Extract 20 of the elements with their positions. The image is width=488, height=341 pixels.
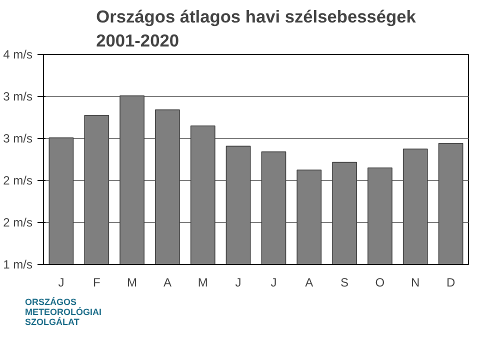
y-tick-label: 4 m/s: [3, 48, 33, 62]
chart-title: Országos átlagos havi szélsebességek 2001-2020: [96, 6, 416, 50]
x-tick-label: D: [446, 276, 456, 290]
x-tick-label: O: [375, 276, 385, 290]
x-tick-label: J: [58, 276, 64, 290]
x-tick-label: M: [198, 276, 208, 290]
x-tick-label: M: [127, 276, 138, 290]
y-tick-label: 1 m/s: [3, 258, 33, 272]
x-tick-label: A: [163, 276, 172, 290]
text: ORSZÁGOS METEOROLÓGIAI SZOLGÁLAT: [25, 297, 102, 327]
x-tick-label: A: [305, 276, 314, 290]
x-tick-label: J: [270, 276, 277, 290]
x-tick-label: F: [92, 276, 100, 290]
x-tick-label: J: [235, 276, 242, 290]
y-tick-label: 2 m/s: [3, 216, 33, 230]
x-tick-label: N: [411, 276, 420, 290]
y-tick-label: 3 m/s: [3, 90, 33, 104]
x-tick-label: S: [340, 276, 349, 290]
y-tick-label: 3 m/s: [3, 132, 33, 146]
y-tick-label: 2 m/s: [3, 174, 33, 188]
